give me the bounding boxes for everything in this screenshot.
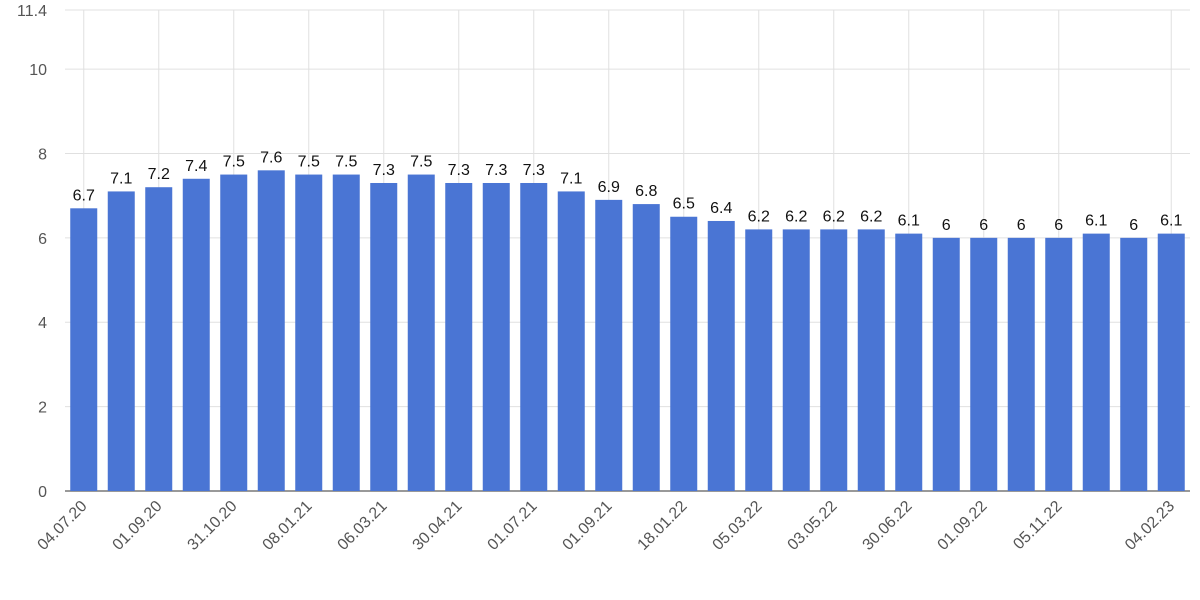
bar (1082, 233, 1110, 491)
y-tick-label: 8 (38, 146, 47, 163)
value-label: 6.8 (635, 183, 657, 200)
value-label: 7.3 (485, 162, 507, 179)
y-tick-label: 11.4 (17, 3, 47, 20)
bar (857, 229, 885, 491)
bar (257, 170, 285, 492)
x-tick-label: 01.09.22 (935, 498, 991, 554)
bar (220, 174, 248, 492)
x-tick-label: 04.02.23 (1122, 498, 1178, 554)
y-tick-label: 0 (38, 484, 47, 501)
bar (295, 174, 323, 492)
value-label: 6 (1054, 217, 1063, 234)
bar (557, 191, 585, 492)
bar (370, 182, 398, 492)
value-label: 7.5 (410, 154, 432, 171)
x-tick-label: 18.01.22 (635, 498, 691, 554)
bar (482, 182, 510, 492)
bar (707, 220, 735, 491)
bar (595, 199, 623, 492)
value-label: 7.4 (185, 158, 207, 175)
x-tick-label: 01.07.21 (485, 498, 541, 554)
y-tick-label: 6 (38, 231, 47, 248)
value-label: 6.4 (710, 200, 732, 217)
y-tick-label: 2 (38, 400, 47, 417)
value-label: 7.3 (523, 162, 545, 179)
x-tick-label: 05.11.22 (1010, 498, 1065, 553)
bar (970, 237, 998, 491)
bar (407, 174, 435, 492)
bar (332, 174, 360, 492)
value-label: 6.2 (823, 208, 845, 225)
value-label: 7.6 (260, 149, 282, 166)
x-tick-label: 03.05.22 (785, 498, 841, 554)
y-tick-label: 10 (29, 62, 47, 79)
bar (1120, 237, 1148, 491)
x-tick-label: 04.07.20 (35, 498, 91, 554)
bar (1007, 237, 1035, 491)
x-tick-label: 01.09.21 (560, 498, 616, 554)
bar (745, 229, 773, 491)
bar (520, 182, 548, 492)
bar (895, 233, 923, 491)
value-label: 7.3 (373, 162, 395, 179)
bar (445, 182, 473, 492)
value-label: 6 (979, 217, 988, 234)
bar (782, 229, 810, 491)
value-label: 6.1 (1085, 213, 1107, 230)
value-label: 6 (1129, 217, 1138, 234)
value-label: 6.2 (785, 208, 807, 225)
bar (1045, 237, 1073, 491)
bar (70, 208, 98, 492)
value-label: 6.1 (1160, 213, 1182, 230)
x-tick-label: 08.01.21 (260, 498, 316, 554)
x-tick-label: 01.09.20 (110, 498, 166, 554)
bar (670, 216, 698, 492)
value-label: 6.1 (898, 213, 920, 230)
bar (1157, 233, 1185, 491)
value-label: 6.9 (598, 179, 620, 196)
value-label: 6.7 (73, 187, 95, 204)
bar (820, 229, 848, 491)
bar (107, 191, 135, 492)
bar (182, 178, 210, 492)
x-tick-label: 06.03.21 (335, 498, 391, 554)
value-label: 6 (1017, 217, 1026, 234)
value-label: 7.1 (110, 170, 132, 187)
bar (145, 187, 173, 492)
value-label: 7.3 (448, 162, 470, 179)
value-label: 7.2 (148, 166, 170, 183)
value-label: 7.5 (223, 154, 245, 171)
value-label: 6.5 (673, 196, 695, 213)
value-label: 7.5 (298, 154, 320, 171)
y-tick-label: 4 (38, 315, 47, 332)
value-label: 7.1 (560, 170, 582, 187)
value-label: 6.2 (748, 208, 770, 225)
value-label: 6.2 (860, 208, 882, 225)
x-tick-label: 30.06.22 (860, 498, 916, 554)
value-label: 6 (942, 217, 951, 234)
x-tick-label: 05.03.22 (710, 498, 766, 554)
bar (932, 237, 960, 491)
value-label: 7.5 (335, 154, 357, 171)
bar (632, 204, 660, 492)
x-tick-label: 30.04.21 (410, 498, 466, 554)
x-tick-label: 31.10.20 (185, 498, 241, 554)
